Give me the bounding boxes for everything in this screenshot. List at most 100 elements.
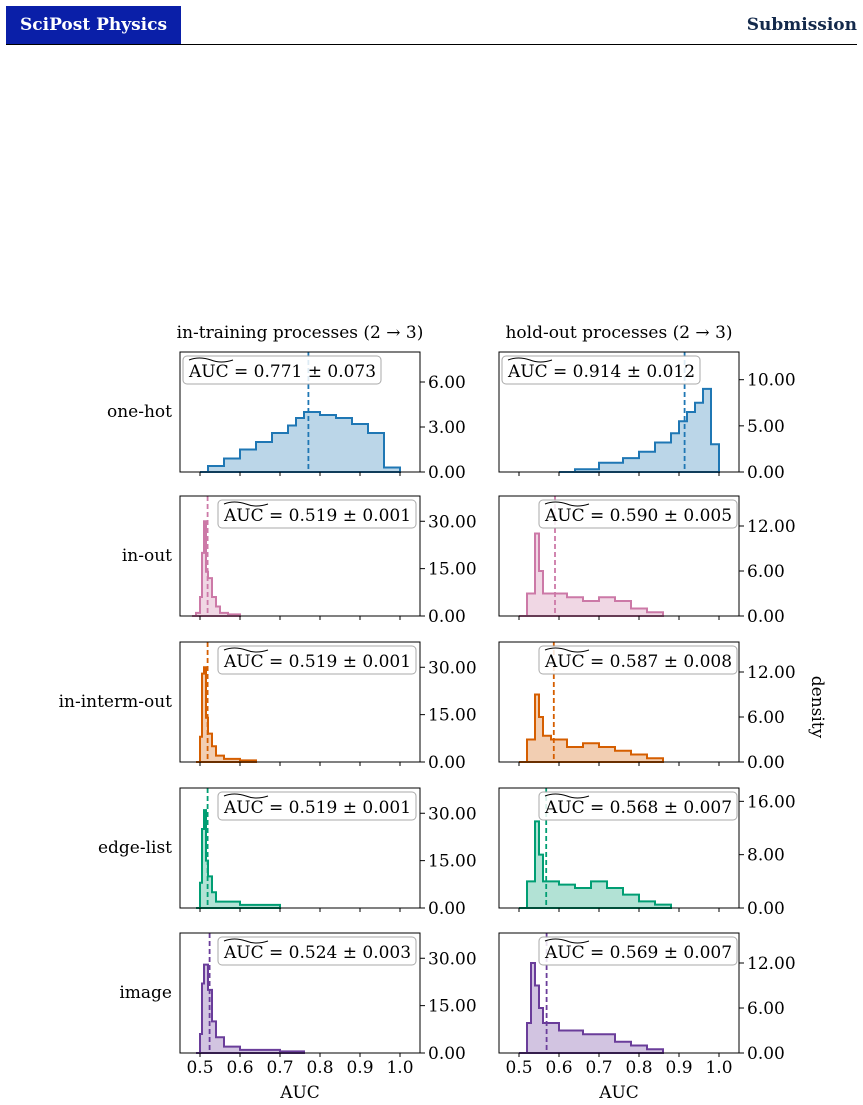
- hist-fill-0-1: [559, 388, 719, 472]
- x-axis-label-1: AUC: [598, 1083, 639, 1103]
- auc-annotation-1-1: AUC = 0.590 ± 0.005: [544, 506, 732, 526]
- header-rule: [6, 44, 857, 45]
- row-label-image: image: [119, 983, 172, 1003]
- ytick-label-1-1-0: 0.00: [747, 607, 785, 627]
- ytick-label-1-0-2: 30.00: [428, 512, 477, 532]
- ytick-label-2-0-2: 30.00: [428, 658, 477, 678]
- panel-frame-0-0: [179, 351, 421, 473]
- auc-box-3-1: [538, 791, 738, 821]
- xtick-label-1-0: 0.5: [505, 1058, 532, 1078]
- ytick-label-0-0-2: 6.00: [428, 373, 466, 393]
- panel-frame-3-1: [498, 787, 740, 909]
- ytick-label-3-0-2: 30.00: [428, 804, 477, 824]
- auc-box-1-0: [217, 499, 417, 529]
- hist-line-4-0: [196, 963, 305, 1054]
- panel-frame-2-1: [498, 641, 740, 763]
- ytick-label-4-1-0: 0.00: [747, 1044, 785, 1064]
- xtick-label-0-4: 0.9: [346, 1058, 373, 1078]
- ytick-label-2-0-0: 0.00: [428, 753, 466, 773]
- hist-fill-3-1: [519, 821, 671, 908]
- auc-annotation-3-0: AUC = 0.519 ± 0.001: [223, 798, 411, 818]
- hist-line-4-1: [519, 962, 664, 1054]
- auc-annotation-2-0: AUC = 0.519 ± 0.001: [223, 652, 411, 672]
- xtick-label-0-5: 1.0: [386, 1058, 413, 1078]
- xtick-label-1-4: 0.9: [665, 1058, 692, 1078]
- ytick-label-2-0-1: 15.00: [428, 706, 477, 726]
- panel-frame-3-0: [179, 787, 421, 909]
- ytick-label-2-1-0: 0.00: [747, 753, 785, 773]
- panel-frame-2-0: [179, 641, 421, 763]
- ytick-label-0-0-0: 0.00: [428, 463, 466, 483]
- panel-frame-4-0: [179, 932, 421, 1054]
- ytick-label-1-0-0: 0.00: [428, 607, 466, 627]
- auc-annotation-0-0: AUC = 0.771 ± 0.073: [188, 362, 376, 382]
- hist-fill-0-0: [200, 412, 400, 472]
- xtick-label-1-2: 0.7: [585, 1058, 612, 1078]
- tilde-4-0: [223, 938, 269, 944]
- panel-frame-0-1: [498, 351, 740, 473]
- row-label-in-out: in-out: [122, 546, 172, 566]
- auc-box-0-1: [501, 355, 701, 385]
- hist-fill-3-0: [196, 810, 280, 908]
- hist-line-2-1: [519, 693, 664, 763]
- auc-annotation-3-1: AUC = 0.568 ± 0.007: [544, 798, 732, 818]
- y-axis-label: density: [807, 676, 827, 739]
- auc-annotation-1-0: AUC = 0.519 ± 0.001: [223, 506, 411, 526]
- ytick-label-2-1-1: 6.00: [747, 708, 785, 728]
- auc-annotation-2-1: AUC = 0.587 ± 0.008: [544, 652, 732, 672]
- hist-fill-4-1: [519, 963, 663, 1053]
- ytick-label-3-0-1: 15.00: [428, 852, 477, 872]
- auc-box-4-1: [538, 936, 738, 966]
- auc-box-4-0: [217, 936, 417, 966]
- ytick-label-1-0-1: 15.00: [428, 560, 477, 580]
- xtick-label-0-2: 0.7: [266, 1058, 293, 1078]
- tilde-3-0: [223, 793, 269, 799]
- row-label-edge-list: edge-list: [98, 838, 172, 858]
- auc-annotation-0-1: AUC = 0.914 ± 0.012: [507, 362, 695, 382]
- hist-fill-1-1: [519, 533, 663, 616]
- ytick-label-4-0-1: 15.00: [428, 997, 477, 1017]
- column-title-0: in-training processes (2 → 3): [177, 323, 424, 343]
- xtick-label-1-5: 1.0: [705, 1058, 732, 1078]
- hist-line-0-1: [559, 387, 720, 473]
- panel-frame-4-1: [498, 932, 740, 1054]
- column-title-1: hold-out processes (2 → 3): [505, 323, 732, 343]
- ytick-label-1-1-1: 6.00: [747, 562, 785, 582]
- row-label-one-hot: one-hot: [107, 402, 172, 422]
- hist-line-3-1: [519, 820, 672, 909]
- ytick-label-4-0-0: 0.00: [428, 1044, 466, 1064]
- auc-annotation-4-0: AUC = 0.524 ± 0.003: [223, 943, 411, 963]
- auc-box-1-1: [538, 499, 738, 529]
- tilde-3-1: [544, 793, 590, 799]
- ytick-label-4-1-1: 6.00: [747, 999, 785, 1019]
- xtick-label-1-3: 0.8: [625, 1058, 652, 1078]
- xtick-label-0-3: 0.8: [306, 1058, 333, 1078]
- auc-annotation-4-1: AUC = 0.569 ± 0.007: [544, 943, 732, 963]
- tilde-2-0: [223, 647, 269, 653]
- hist-line-1-0: [192, 520, 241, 617]
- x-axis-label-0: AUC: [279, 1083, 320, 1103]
- journal-brand: SciPost Physics: [6, 6, 181, 44]
- panel-frame-1-1: [498, 495, 740, 617]
- hist-fill-2-1: [519, 694, 663, 762]
- section-label: Submission: [746, 15, 857, 35]
- hist-fill-4-0: [196, 964, 304, 1053]
- tilde-1-0: [223, 501, 269, 507]
- ytick-label-3-1-2: 16.00: [747, 792, 796, 812]
- page-header: SciPost Physics Submission: [6, 6, 857, 45]
- row-label-in-interm-out: in-interm-out: [59, 692, 173, 712]
- ytick-label-1-1-2: 12.00: [747, 517, 796, 537]
- auc-box-2-0: [217, 645, 417, 675]
- hist-line-0-0: [200, 411, 401, 473]
- panel-frame-1-0: [179, 495, 421, 617]
- auc-box-2-1: [538, 645, 738, 675]
- ytick-label-3-1-1: 8.00: [747, 846, 785, 866]
- xtick-label-0-0: 0.5: [186, 1058, 213, 1078]
- ytick-label-3-1-0: 0.00: [747, 899, 785, 919]
- ytick-label-0-1-1: 5.00: [747, 417, 785, 437]
- ytick-label-3-0-0: 0.00: [428, 899, 466, 919]
- tilde-2-1: [544, 647, 590, 653]
- xtick-label-1-1: 0.6: [545, 1058, 572, 1078]
- tilde-1-1: [544, 501, 590, 507]
